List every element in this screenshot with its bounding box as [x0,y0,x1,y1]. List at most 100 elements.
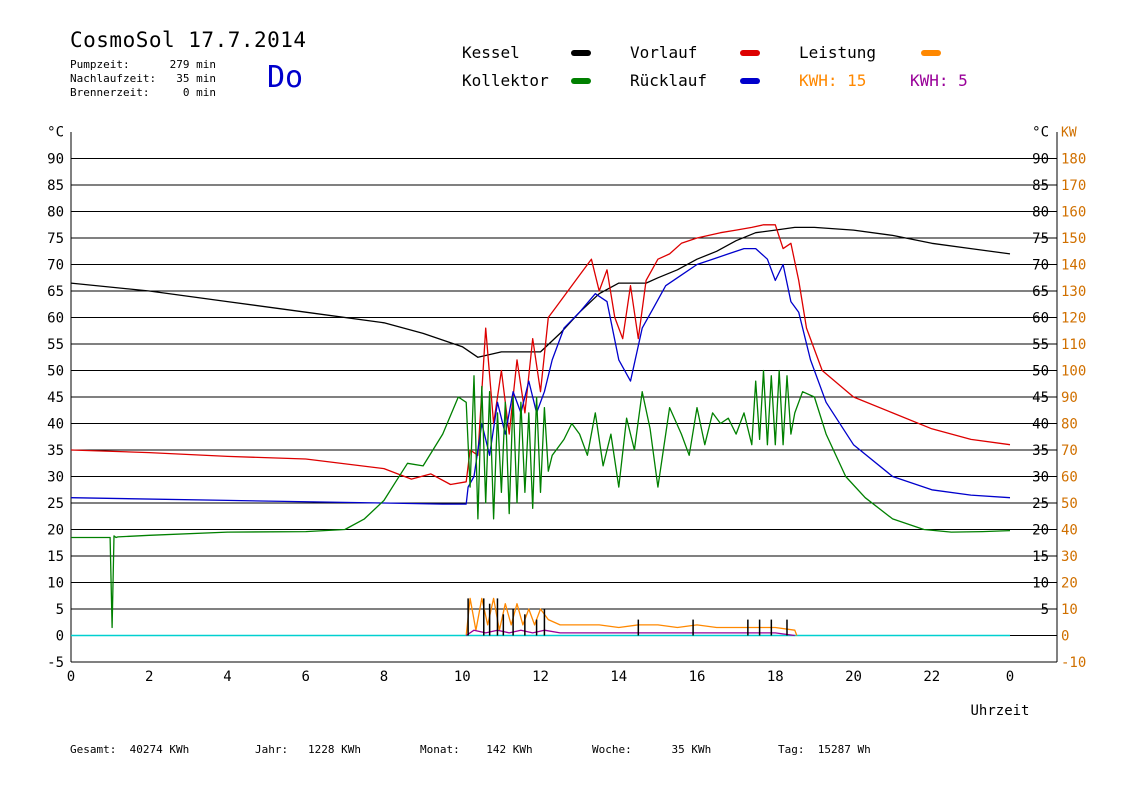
y-tick-right: 15 [1032,549,1049,565]
pump-time-value: 279 min [169,58,216,71]
y2-tick: 20 [1061,576,1078,592]
y-tick-left: 70 [47,258,64,274]
legend-vorlauf-label: Vorlauf [630,43,698,62]
y2-tick: 50 [1061,496,1078,512]
y2-tick: 90 [1061,390,1078,406]
y-tick-left: 30 [47,470,64,486]
y-tick-left: 0 [56,629,64,645]
afterrun-time: Nachlaufzeit: 35 min [70,72,216,85]
x-tick: 0 [1006,669,1014,685]
y2-tick: 130 [1061,284,1086,300]
y-tick-left: 75 [47,231,64,247]
y2-tick: 0 [1061,629,1069,645]
pump-time: Pumpzeit: 279 min [70,58,216,71]
legend-vorlauf-swatch [740,50,760,56]
y2-tick: 80 [1061,417,1078,433]
series-kollektor [71,369,1011,629]
y-tick-left: 35 [47,443,64,459]
y-tick-left: 60 [47,311,64,327]
y-tick-left: 25 [47,496,64,512]
series-kessel [70,226,1011,358]
y2-tick: 150 [1061,231,1086,247]
x-axis-label: Uhrzeit [970,703,1029,719]
burner-time-label: Brennerzeit: [70,86,150,99]
y-unit-right: °C [1032,125,1049,141]
x-tick: 18 [767,669,784,685]
y-tick-right: 40 [1032,417,1049,433]
x-tick: 0 [67,669,75,685]
y-tick-left: 55 [47,337,64,353]
legend-kessel-swatch [571,50,591,56]
y-tick-left: -5 [47,655,64,671]
chart-title: CosmoSol 17.7.2014 [70,28,307,52]
y2-tick: 30 [1061,549,1078,565]
y2-unit: KW [1061,126,1077,141]
x-tick: 14 [610,669,627,685]
x-tick: 4 [223,669,231,685]
y-tick-left: 10 [47,576,64,592]
y-tick-left: 90 [47,152,64,168]
y2-tick: 160 [1061,205,1086,221]
legend-kwh-purple: KWH: 5 [910,71,968,90]
pump-time-label: Pumpzeit: [70,58,130,71]
y2-tick: 100 [1061,364,1086,380]
footer-gesamt: Gesamt: 40274 KWh [70,743,190,756]
series-kwh2 [465,629,795,637]
legend-kessel-label: Kessel [462,43,520,62]
kwh-orange-value: 15 [847,71,867,90]
y-tick-right: 25 [1032,496,1049,512]
y-tick-right: 65 [1032,284,1049,300]
y2-tick: 40 [1061,523,1078,539]
y-tick-right: 5 [1041,602,1049,618]
y-tick-left: 50 [47,364,64,380]
x-tick: 16 [689,669,706,685]
burner-time-value: 0 min [182,86,216,99]
y-tick-right: 90 [1032,152,1049,168]
y-tick-right: 30 [1032,470,1049,486]
y-tick-right: 45 [1032,390,1049,406]
legend-leistung-swatch [921,50,941,56]
footer-monat: Monat: 142 KWh [420,743,533,756]
y2-tick: 70 [1061,443,1078,459]
footer-woche: Woche: 35 KWh [592,743,712,756]
x-tick: 10 [454,669,471,685]
series-ruecklauf [70,247,1011,505]
x-tick: 2 [145,669,153,685]
x-tick: 22 [923,669,940,685]
footer-jahr: Jahr: 1228 KWh [255,743,361,756]
legend-ruecklauf-swatch [740,78,760,84]
y-tick-right: 85 [1032,178,1049,194]
legend-ruecklauf-label: Rücklauf [630,71,708,90]
x-tick: 6 [302,669,310,685]
afterrun-time-label: Nachlaufzeit: [70,72,157,85]
y-tick-left: 20 [47,523,64,539]
y-tick-right: 70 [1032,258,1049,274]
y2-tick: 170 [1061,178,1086,194]
y-tick-left: 45 [47,390,64,406]
footer-tag: Tag: 15287 Wh [778,743,871,756]
y2-tick: 120 [1061,311,1086,327]
y-tick-right: 10 [1032,576,1049,592]
series-leistung [465,597,798,636]
y2-tick: -10 [1061,655,1086,671]
y-tick-right: 20 [1032,523,1049,539]
y-tick-right: 55 [1032,337,1049,353]
y2-tick: 180 [1061,152,1086,168]
y-tick-left: 5 [56,602,64,618]
y-tick-left: 15 [47,549,64,565]
y-tick-right: 60 [1032,311,1049,327]
x-tick: 8 [380,669,388,685]
y2-tick: 140 [1061,258,1086,274]
kwh-purple-value: 5 [958,71,968,90]
y-tick-right: 80 [1032,205,1049,221]
weekday-label: Do [267,60,304,95]
burner-time: Brennerzeit: 0 min [70,86,216,99]
y2-tick: 60 [1061,470,1078,486]
y-tick-left: 40 [47,417,64,433]
y-unit-left: °C [47,125,64,141]
legend-kwh-orange: KWH: 15 [799,71,866,90]
y-tick-left: 85 [47,178,64,194]
x-tick: 20 [845,669,862,685]
y2-tick: 10 [1061,602,1078,618]
